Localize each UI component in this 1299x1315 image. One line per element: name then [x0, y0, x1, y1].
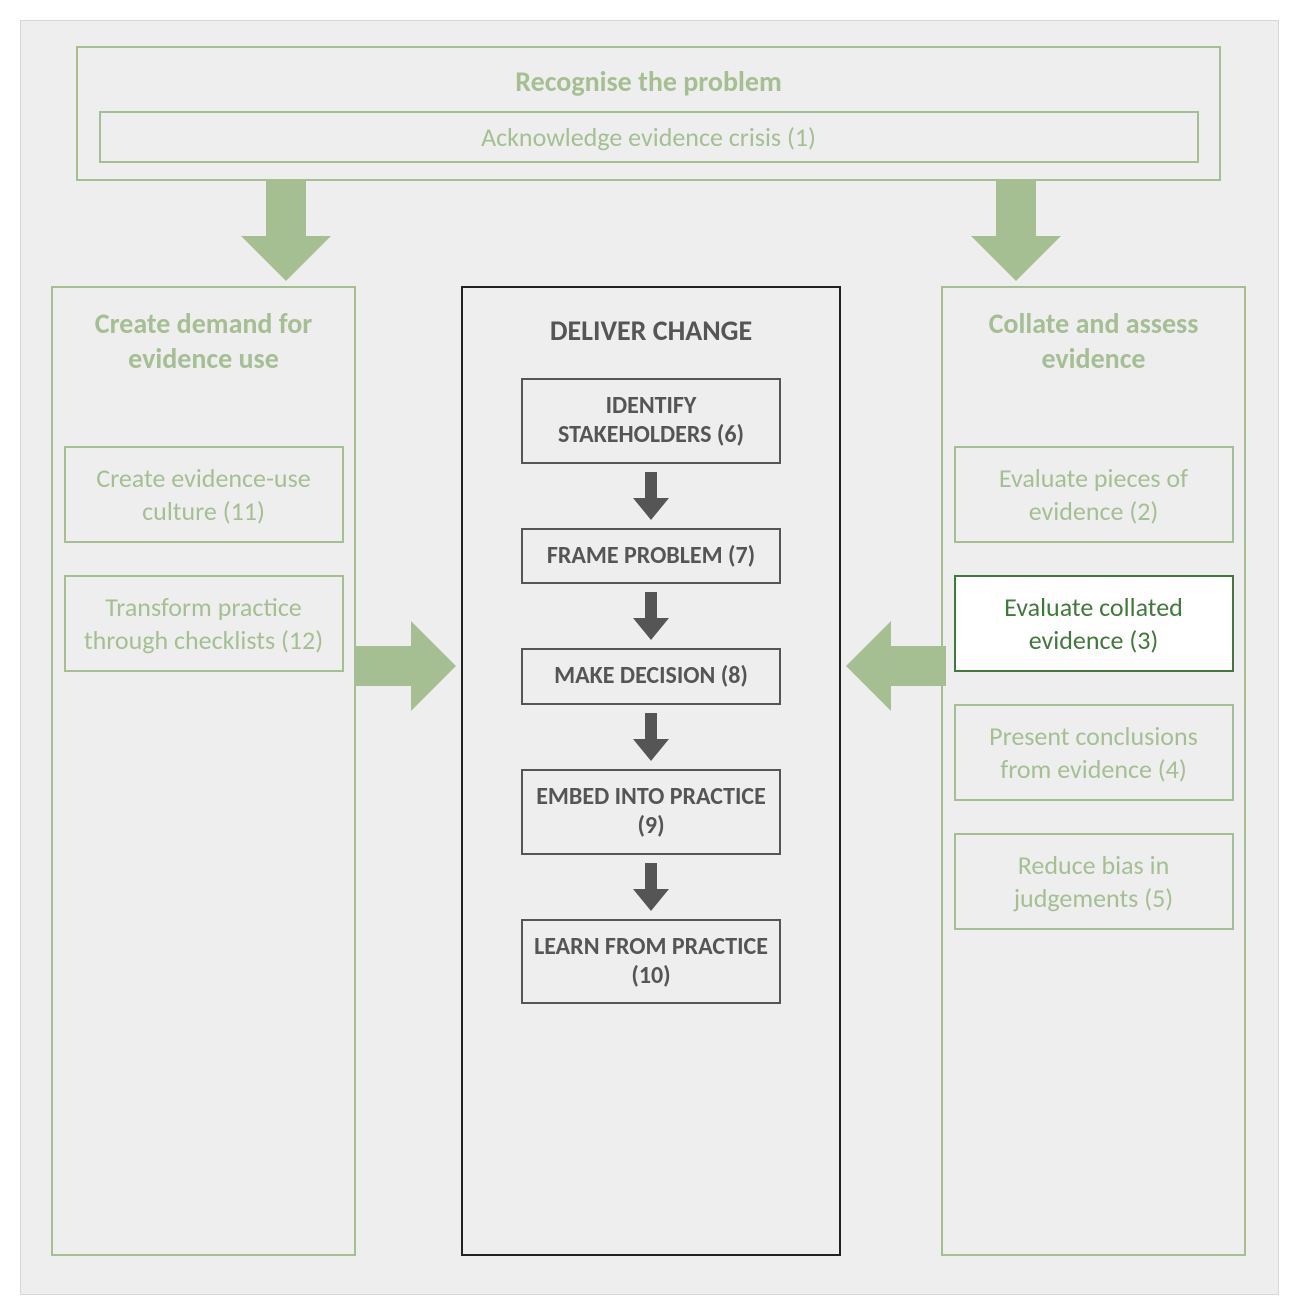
right-item-3: Reduce bias in judgements (5): [954, 833, 1234, 930]
left-panel: Create demand for evidence use Create ev…: [51, 286, 356, 1256]
top-sub-box: Acknowledge evidence crisis (1): [99, 111, 1199, 163]
top-panel: Recognise the problem Acknowledge eviden…: [76, 46, 1221, 181]
top-title: Recognise the problem: [515, 64, 781, 99]
right-item-0: Evaluate pieces of evidence (2): [954, 446, 1234, 543]
arrow-down-small-icon: [631, 592, 671, 640]
center-item-0: IDENTIFY STAKEHOLDERS (6): [521, 378, 781, 464]
left-title: Create demand for evidence use: [53, 306, 354, 376]
left-item-1: Transform practice through checklists (1…: [64, 575, 344, 672]
arrow-down-small-icon: [631, 713, 671, 761]
center-item-1: FRAME PROBLEM (7): [521, 528, 781, 585]
arrow-down-right-icon: [966, 181, 1066, 281]
left-item-0: Create evidence-use culture (11): [64, 446, 344, 543]
right-item-1-highlighted: Evaluate collated evidence (3): [954, 575, 1234, 672]
right-title: Collate and assess evidence: [943, 306, 1244, 376]
center-item-4: LEARN FROM PRACTICE (10): [521, 919, 781, 1005]
center-title: DELIVER CHANGE: [550, 313, 752, 348]
center-item-2: MAKE DECISION (8): [521, 648, 781, 705]
arrow-down-left-icon: [236, 181, 336, 281]
right-panel: Collate and assess evidence Evaluate pie…: [941, 286, 1246, 1256]
center-item-3: EMBED INTO PRACTICE (9): [521, 769, 781, 855]
arrow-down-small-icon: [631, 472, 671, 520]
arrow-right-icon: [356, 616, 456, 716]
diagram-canvas: Recognise the problem Acknowledge eviden…: [20, 20, 1279, 1295]
arrow-left-icon: [846, 616, 946, 716]
right-item-2: Present conclusions from evidence (4): [954, 704, 1234, 801]
arrow-down-small-icon: [631, 863, 671, 911]
center-panel: DELIVER CHANGE IDENTIFY STAKEHOLDERS (6)…: [461, 286, 841, 1256]
